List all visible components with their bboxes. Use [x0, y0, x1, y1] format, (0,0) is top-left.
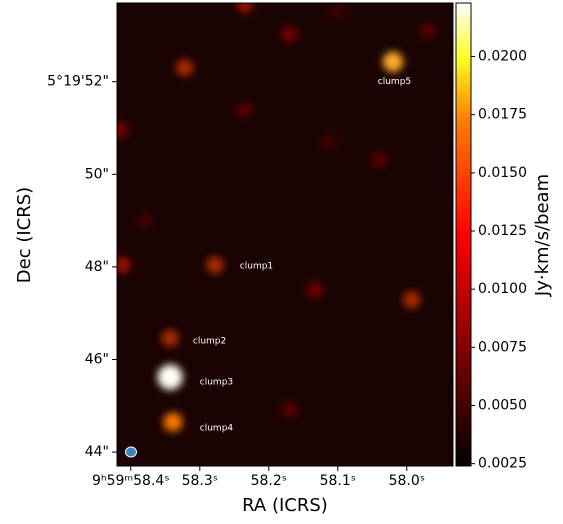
y-tick-label: 44" [85, 444, 109, 460]
x-axis-label: RA (ICRS) [242, 495, 328, 516]
colorbar-tick-label: 0.0075 [478, 339, 527, 355]
emission-peak [281, 402, 298, 418]
x-tick-label: 58.3ˢ [182, 473, 218, 489]
emission-peak [402, 291, 421, 309]
annotation: clump2 [193, 336, 226, 346]
emission-peak [175, 59, 194, 77]
y-tick-label: 50" [85, 166, 109, 182]
x-tick-label: 58.2ˢ [251, 473, 287, 489]
y-tick-label: 48" [85, 259, 109, 275]
colorbar-tick-label: 0.0050 [478, 398, 527, 414]
image-frame [116, 2, 454, 467]
emission-peak [137, 213, 153, 229]
emission-peak [372, 152, 388, 168]
emission-peak [163, 412, 183, 432]
image-layer [117, 3, 436, 432]
image-background [117, 3, 453, 466]
emission-peak [281, 26, 298, 43]
y-tick-label: 5°19'52" [47, 74, 109, 90]
emission-peak [236, 102, 253, 118]
emission-peak [306, 281, 324, 299]
emission-peak [117, 121, 128, 138]
x-tick-label: 58.1ˢ [320, 473, 356, 489]
x-tick-label: 58.0ˢ [389, 473, 425, 489]
annotation: clump3 [200, 378, 233, 388]
emission-peak [161, 329, 179, 347]
annotation: clump4 [200, 424, 234, 434]
colorbar-label: Jy·km/s/beam [532, 174, 553, 297]
emission-peak [382, 51, 404, 73]
y-axis-label: Dec (ICRS) [14, 187, 35, 283]
colorbar-tick-label: 0.0025 [478, 456, 527, 472]
y-tick-label: 46" [85, 352, 109, 368]
emission-peak [206, 256, 224, 274]
beam [125, 446, 137, 458]
colorbar-tick-label: 0.0100 [478, 281, 527, 297]
emission-peak [157, 364, 183, 390]
emission-peak [419, 22, 436, 39]
emission-peak [321, 134, 337, 150]
x-tick-label: 9ʰ59ᵐ58.4ˢ [92, 473, 170, 489]
colorbar [455, 2, 472, 467]
emission-peak [330, 4, 346, 20]
colorbar-tick-label: 0.0150 [478, 165, 527, 181]
emission-peak [236, 3, 254, 14]
annotation: clump1 [240, 261, 273, 271]
colorbar-tick-label: 0.0125 [478, 223, 527, 239]
colorbar-tick-label: 0.0200 [478, 49, 527, 65]
colorbar-tick-label: 0.0175 [478, 107, 527, 123]
emission-peak [117, 256, 131, 274]
annotation: clump5 [378, 77, 411, 87]
